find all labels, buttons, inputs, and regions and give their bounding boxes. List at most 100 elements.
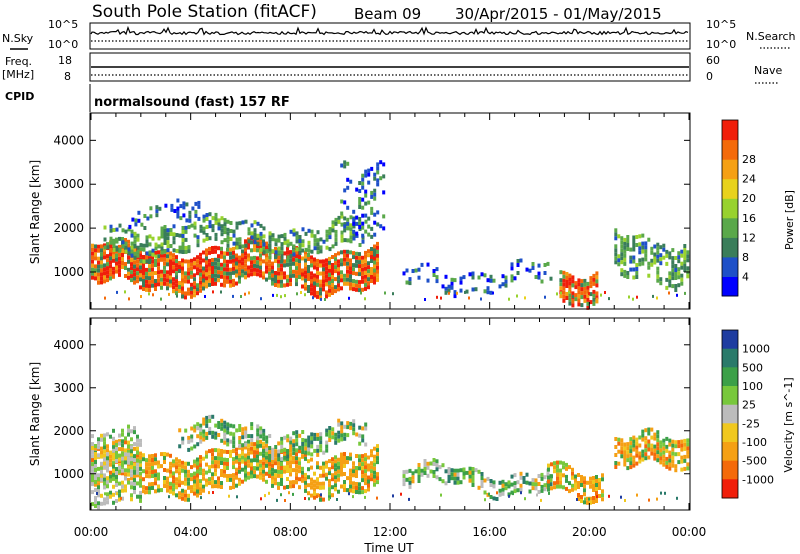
- echo-cell: [184, 469, 187, 474]
- echo-cell: [549, 276, 553, 281]
- echo-cell: [322, 465, 325, 470]
- echo-cell: [100, 260, 103, 265]
- echo-cell: [595, 275, 599, 280]
- echo-cell: [169, 232, 173, 236]
- echo-cell: [373, 172, 377, 177]
- echo-cell: [106, 480, 109, 485]
- echo-cell: [301, 268, 304, 273]
- echo-cell: [647, 261, 651, 266]
- echo-cell: [223, 263, 226, 268]
- echo-cell: [244, 473, 247, 478]
- echo-cell: [179, 204, 183, 209]
- echo-cell: [133, 276, 136, 281]
- echo-cell: [343, 188, 347, 193]
- echo-cell: [196, 239, 200, 244]
- echo-cell: [226, 243, 230, 248]
- echo-cell: [364, 201, 368, 206]
- echo-cell: [194, 201, 198, 206]
- echo-cell: [155, 205, 159, 210]
- echo-cell: [163, 225, 167, 229]
- echo-cell: [97, 482, 100, 487]
- echo-cell: [244, 259, 247, 264]
- echo-cell: [133, 474, 136, 479]
- echo-cell: [178, 467, 181, 472]
- echo-cell: [196, 271, 199, 276]
- echo-cell: [540, 484, 544, 489]
- echo-cell: [220, 457, 223, 461]
- echo-cell: [247, 475, 250, 480]
- echo-cell: [289, 253, 293, 258]
- echo-cell: [635, 235, 639, 239]
- echo-cell: [136, 453, 139, 458]
- echo-cell: [283, 435, 287, 440]
- echo-cell: [256, 432, 260, 437]
- echo-cell: [340, 250, 343, 255]
- echo-cell: [653, 252, 657, 257]
- echo-cell: [169, 473, 172, 478]
- echo-cell: [94, 452, 97, 456]
- echo-cell: [127, 239, 130, 244]
- echo-cell: [91, 466, 94, 471]
- echo-cell: [683, 264, 687, 268]
- echo-cell: [238, 481, 241, 486]
- echo-cell: [307, 253, 310, 257]
- echo-cell: [223, 420, 227, 425]
- echo-cell: [103, 271, 106, 276]
- colorbar-frame: [721, 329, 739, 499]
- echo-cell: [265, 265, 268, 270]
- echo-cell: [313, 265, 316, 270]
- echo-cell: [647, 273, 651, 278]
- nave-label: Nave: [754, 64, 782, 77]
- echo-cell: [103, 445, 106, 450]
- echo-cell: [319, 279, 322, 284]
- echo-cell: [232, 270, 235, 275]
- echo-cell: [229, 221, 233, 225]
- echo-cell: [208, 465, 211, 470]
- echo-cell: [349, 274, 352, 279]
- echo-cell: [644, 452, 648, 457]
- freq-tick-top: 18: [58, 54, 72, 67]
- echo-cell: [148, 272, 151, 277]
- ground-scatter-cell: [228, 494, 230, 498]
- echo-cell: [370, 461, 373, 466]
- echo-cell: [196, 473, 199, 478]
- colorbar-tick-label: -500: [742, 455, 767, 468]
- echo-cell: [112, 473, 115, 478]
- echo-cell: [349, 266, 352, 271]
- echo-cell: [211, 270, 214, 274]
- echo-cell: [148, 264, 151, 269]
- echo-cell: [163, 253, 166, 258]
- echo-cell: [352, 279, 355, 284]
- echo-cell: [298, 465, 301, 470]
- echo-cell: [103, 275, 106, 280]
- echo-cell: [447, 467, 451, 471]
- echo-cell: [577, 278, 581, 283]
- echo-cell: [223, 283, 226, 288]
- echo-cell: [136, 494, 139, 499]
- echo-cell: [298, 259, 301, 263]
- echo-cell: [352, 263, 355, 268]
- echo-cell: [130, 476, 133, 481]
- echo-cell: [319, 481, 322, 486]
- echo-cell: [247, 231, 251, 236]
- echo-cell: [163, 460, 166, 464]
- echo-cell: [543, 271, 547, 275]
- echo-cell: [632, 243, 636, 248]
- echo-cell: [373, 260, 376, 265]
- echo-cell: [304, 231, 308, 236]
- echo-cell: [507, 492, 511, 497]
- echo-cell: [316, 290, 319, 295]
- echo-cell: [647, 265, 651, 270]
- echo-cell: [127, 468, 130, 473]
- echo-cell: [250, 272, 253, 277]
- echo-cell: [471, 275, 475, 280]
- echo-cell: [244, 477, 247, 482]
- echo-cell: [214, 216, 218, 221]
- echo-cell: [214, 257, 217, 262]
- ground-scatter-cell: [168, 495, 170, 499]
- echo-cell: [620, 438, 624, 443]
- echo-cell: [244, 461, 247, 466]
- echo-cell: [175, 249, 179, 253]
- echo-cell: [662, 438, 666, 443]
- echo-cell: [531, 482, 535, 487]
